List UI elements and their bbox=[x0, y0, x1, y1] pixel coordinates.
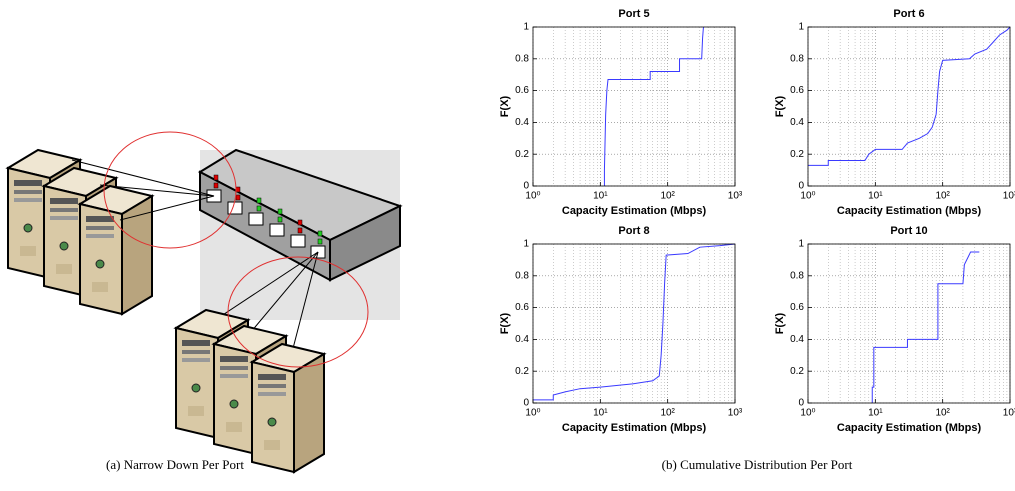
y-axis-label: F(X) bbox=[499, 312, 511, 334]
y-tick-label: 0.6 bbox=[515, 85, 529, 96]
x-axis-label: Capacity Estimation (Mbps) bbox=[562, 205, 707, 217]
y-tick-label: 0.6 bbox=[790, 302, 804, 313]
x-tick-label: 10³ bbox=[728, 191, 743, 202]
x-tick-label: 10³ bbox=[1003, 408, 1015, 419]
y-tick-label: 0.2 bbox=[790, 149, 804, 160]
x-tick-label: 10² bbox=[935, 191, 950, 202]
chart-title: Port 6 bbox=[893, 8, 924, 20]
plot-area bbox=[808, 27, 1010, 186]
x-tick-label: 10² bbox=[660, 408, 675, 419]
y-tick-label: 0.8 bbox=[790, 270, 804, 281]
x-tick-label: 10² bbox=[660, 191, 675, 202]
y-tick-label: 0.6 bbox=[515, 302, 529, 313]
plot-area bbox=[533, 244, 735, 403]
x-tick-label: 10⁰ bbox=[800, 408, 815, 419]
x-tick-label: 10¹ bbox=[593, 191, 608, 202]
x-tick-label: 10⁰ bbox=[525, 408, 540, 419]
y-tick-label: 0.4 bbox=[515, 117, 529, 128]
caption: (b) Cumulative Distribution Per Port bbox=[662, 457, 853, 472]
x-tick-label: 10² bbox=[935, 408, 950, 419]
y-axis-label: F(X) bbox=[774, 312, 786, 334]
plot-area bbox=[808, 244, 1010, 403]
y-tick-label: 1 bbox=[523, 22, 529, 33]
y-axis-label: F(X) bbox=[499, 95, 511, 117]
y-tick-label: 0.2 bbox=[515, 149, 529, 160]
y-tick-label: 0.4 bbox=[515, 334, 529, 345]
y-tick-label: 0.4 bbox=[790, 117, 804, 128]
y-tick-label: 1 bbox=[798, 239, 804, 250]
network-diagram bbox=[8, 132, 400, 472]
x-tick-label: 10¹ bbox=[868, 191, 883, 202]
x-tick-label: 10³ bbox=[728, 408, 743, 419]
y-tick-label: 0.4 bbox=[790, 334, 804, 345]
y-tick-label: 0.8 bbox=[515, 53, 529, 64]
x-axis-label: Capacity Estimation (Mbps) bbox=[837, 422, 982, 434]
y-tick-label: 0.8 bbox=[515, 270, 529, 281]
caption: (a) Narrow Down Per Port bbox=[106, 457, 244, 472]
chart-title: Port 5 bbox=[618, 8, 649, 20]
y-tick-label: 0.2 bbox=[515, 366, 529, 377]
y-tick-label: 0.2 bbox=[790, 366, 804, 377]
y-tick-label: 1 bbox=[798, 22, 804, 33]
server bbox=[252, 344, 324, 472]
y-axis-label: F(X) bbox=[774, 95, 786, 117]
x-tick-label: 10⁰ bbox=[800, 191, 815, 202]
chart-title: Port 10 bbox=[890, 225, 927, 237]
figure: (a) Narrow Down Per Port (b) Cumulative … bbox=[0, 0, 1015, 491]
x-tick-label: 10¹ bbox=[593, 408, 608, 419]
x-axis-label: Capacity Estimation (Mbps) bbox=[562, 422, 707, 434]
y-tick-label: 1 bbox=[523, 239, 529, 250]
y-tick-label: 0.8 bbox=[790, 53, 804, 64]
server bbox=[80, 186, 152, 314]
x-axis-label: Capacity Estimation (Mbps) bbox=[837, 205, 982, 217]
x-tick-label: 10⁰ bbox=[525, 191, 540, 202]
y-tick-label: 0.6 bbox=[790, 85, 804, 96]
x-tick-label: 10¹ bbox=[868, 408, 883, 419]
x-tick-label: 10³ bbox=[1003, 191, 1015, 202]
plot-area bbox=[533, 27, 735, 186]
chart-title: Port 8 bbox=[618, 225, 649, 237]
